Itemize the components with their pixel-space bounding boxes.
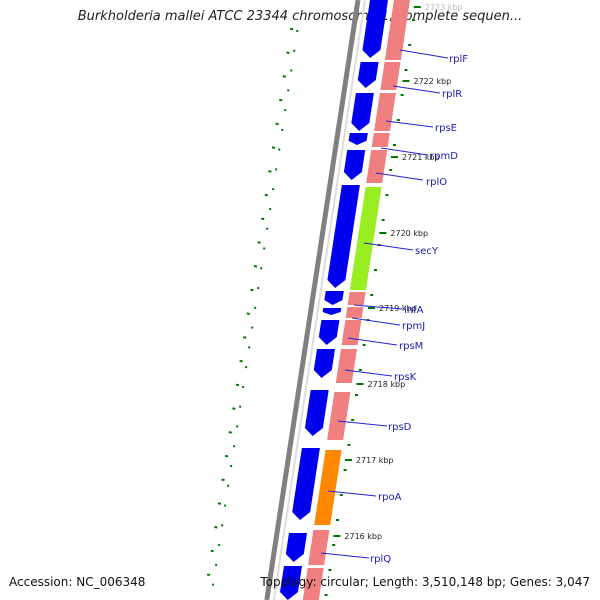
cds-arrow xyxy=(362,0,388,58)
gene-label-rpoA[interactable]: rpoA xyxy=(378,492,402,503)
gene-labels: rplF rplR rpsE rpmD rplO secY infA rpmJ rpsM rpsK… xyxy=(320,49,468,565)
kbp-label: 2723 kbp xyxy=(425,3,463,12)
gene-block xyxy=(345,307,364,318)
gene-block xyxy=(371,133,390,147)
gene-label-rpsD[interactable]: rpsD xyxy=(388,422,412,433)
gene-label-rplQ[interactable]: rplQ xyxy=(370,554,391,565)
ruler-track xyxy=(264,0,366,600)
accession-text: Accession: NC_006348 xyxy=(9,575,146,589)
gene-label-rplR[interactable]: rplR xyxy=(442,89,462,100)
gene-leader-line xyxy=(320,552,370,559)
cds-arrow xyxy=(324,291,344,305)
kbp-label: 2716 kbp xyxy=(344,532,382,541)
gene-leader-line xyxy=(363,242,414,251)
kbp-label: 2718 kbp xyxy=(368,380,406,389)
cds-arrow xyxy=(357,62,379,88)
kbp-label: 2721 kbp xyxy=(402,153,440,162)
cds-arrow xyxy=(280,566,302,600)
gene-block xyxy=(366,150,388,183)
gene-leader-line xyxy=(380,147,429,156)
gene-block xyxy=(384,0,410,60)
gene-block xyxy=(341,320,362,345)
gene-label-secY[interactable]: secY xyxy=(415,246,439,257)
gene-label-rpsE[interactable]: rpsE xyxy=(435,123,457,134)
gene-leader-line xyxy=(385,120,434,128)
gene-leader-line xyxy=(351,317,401,326)
cds-arrow xyxy=(318,320,340,345)
cds-arrow xyxy=(304,390,329,436)
gene-label-rplO[interactable]: rplO xyxy=(426,177,447,188)
gene-block xyxy=(374,93,396,131)
gene-leader-line xyxy=(375,172,424,181)
gc-dot-strand xyxy=(211,29,299,589)
gene-label-rpsK[interactable]: rpsK xyxy=(394,372,417,383)
gene-block xyxy=(347,292,366,305)
cds-arrow xyxy=(313,349,335,378)
gene-block xyxy=(335,349,357,383)
kbp-label: 2720 kbp xyxy=(390,229,428,238)
backbone-line xyxy=(264,0,361,600)
gene-label-rplF[interactable]: rplF xyxy=(449,54,468,65)
gene-leader-line xyxy=(392,85,441,94)
gene-block xyxy=(314,450,342,525)
topology-text: Topology: circular; Length: 3,510,148 bp… xyxy=(260,575,590,589)
cds-arrow xyxy=(292,448,320,520)
cds-arrow xyxy=(285,533,307,562)
gene-leader-line xyxy=(347,337,398,346)
gene-label-rpmJ[interactable]: rpmJ xyxy=(402,321,425,332)
gene-label-rpmD[interactable]: rpmD xyxy=(430,151,458,162)
rna-track xyxy=(302,0,410,600)
cds-arrow xyxy=(322,308,342,315)
gene-block xyxy=(308,530,330,565)
gene-leader-line xyxy=(337,420,388,427)
gene-leader-line xyxy=(399,49,449,59)
gene-block xyxy=(380,62,401,90)
gene-leader-line xyxy=(327,490,377,497)
gene-label-infA[interactable]: infA xyxy=(404,305,424,316)
cds-arrow xyxy=(348,133,368,145)
cds-track xyxy=(280,0,388,600)
gene-leader-line xyxy=(353,304,403,310)
gene-block xyxy=(349,187,382,290)
gene-block xyxy=(327,392,351,440)
kbp-label: 2717 kbp xyxy=(356,456,394,465)
map-title: Burkholderia mallei ATCC 23344 chromosom… xyxy=(77,9,523,24)
gene-block xyxy=(302,568,324,600)
cds-arrow xyxy=(343,150,366,180)
backbone-shadow xyxy=(272,0,366,600)
cds-arrow xyxy=(327,185,360,288)
gene-leader-line xyxy=(344,369,393,377)
kbp-label: 2722 kbp xyxy=(414,77,452,86)
gene-label-rpsM[interactable]: rpsM xyxy=(399,341,423,352)
cds-arrow xyxy=(351,93,374,131)
